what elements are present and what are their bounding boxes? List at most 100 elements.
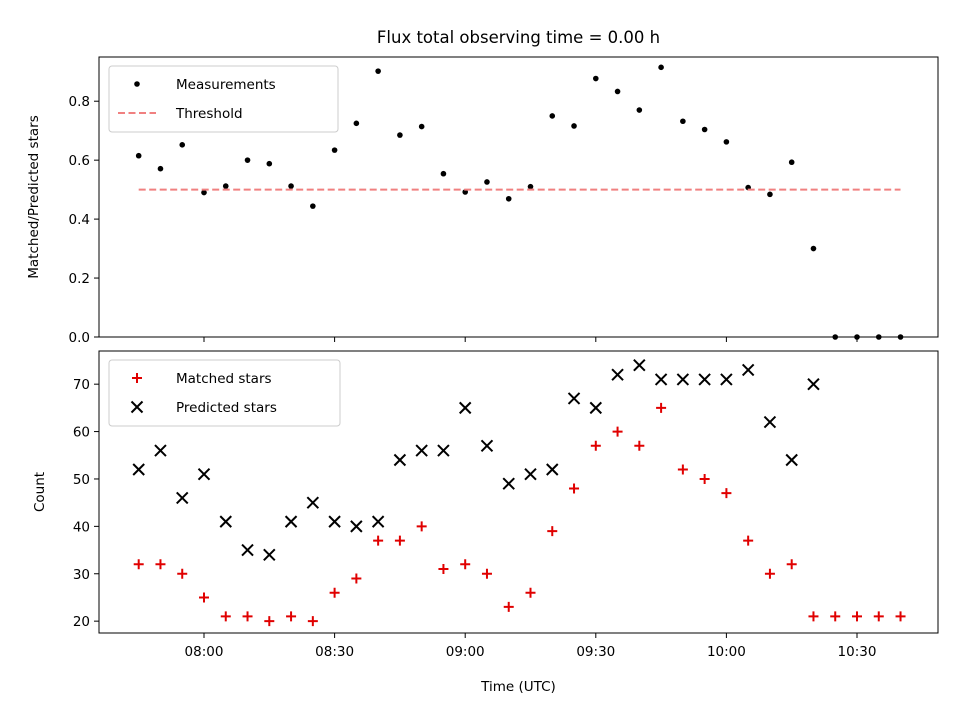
x-axis-label: Time (UTC) xyxy=(480,679,556,695)
y-tick-label: 50 xyxy=(73,472,90,488)
data-point xyxy=(636,107,643,113)
data-point xyxy=(767,191,773,198)
y-tick-label: 30 xyxy=(73,567,90,583)
data-point xyxy=(634,440,645,451)
legend-label: Matched stars xyxy=(176,371,272,387)
data-point xyxy=(350,520,363,533)
chart-panel-1: Flux total observing time = 0.00 h 0.0 0.2… xyxy=(26,28,939,346)
legend-label: Measurements xyxy=(176,77,276,93)
legend-box xyxy=(108,65,339,133)
data-point xyxy=(677,464,688,475)
data-point xyxy=(375,68,381,74)
data-point xyxy=(546,463,559,476)
data-point xyxy=(415,444,428,457)
data-point xyxy=(741,363,755,377)
y-tick-label: 60 xyxy=(73,425,90,441)
data-point xyxy=(264,616,275,627)
data-point xyxy=(611,368,624,381)
data-point xyxy=(612,426,623,437)
data-point xyxy=(438,564,449,575)
data-point xyxy=(219,515,232,528)
y-tick-label: 0.4 xyxy=(69,212,90,228)
data-point xyxy=(353,120,360,127)
data-point xyxy=(590,440,601,451)
y-tick-label: 0.0 xyxy=(69,330,90,346)
data-point xyxy=(547,526,558,537)
data-point xyxy=(676,373,690,386)
data-point xyxy=(549,113,556,119)
data-point xyxy=(524,468,537,481)
data-point xyxy=(371,515,385,528)
data-point xyxy=(373,535,384,546)
data-point xyxy=(701,126,708,133)
data-point xyxy=(176,491,189,505)
data-point xyxy=(505,195,512,202)
data-point xyxy=(527,183,534,190)
data-point xyxy=(830,611,841,622)
data-point xyxy=(807,377,820,391)
data-point xyxy=(266,160,273,167)
data-point xyxy=(458,401,472,415)
data-point xyxy=(244,157,251,163)
data-point xyxy=(331,147,338,153)
data-point xyxy=(571,123,577,129)
data-point xyxy=(440,170,447,177)
series-matched-stars xyxy=(133,402,906,627)
data-point xyxy=(484,179,490,185)
data-point xyxy=(393,453,407,467)
data-point xyxy=(680,118,686,125)
chart-title: Flux total observing time = 0.00 h xyxy=(377,28,660,47)
legend: Matched stars Predicted stars xyxy=(108,359,341,427)
x-tick-label: 09:30 xyxy=(576,644,615,660)
data-point xyxy=(179,142,186,148)
x-tick-label: 08:00 xyxy=(185,644,224,660)
data-point xyxy=(480,439,494,452)
data-point xyxy=(222,183,229,189)
series-measurements xyxy=(135,64,904,340)
data-point xyxy=(788,159,795,166)
data-point xyxy=(416,521,427,532)
data-point xyxy=(614,88,621,95)
data-point xyxy=(135,152,142,159)
data-point xyxy=(502,477,515,490)
data-point xyxy=(394,535,405,546)
data-point xyxy=(437,444,450,457)
plot-frame xyxy=(98,56,939,338)
x-tick-label: 09:00 xyxy=(446,644,485,660)
data-point xyxy=(199,592,209,603)
data-point xyxy=(220,611,231,622)
data-point xyxy=(329,587,340,598)
data-point xyxy=(177,568,188,579)
data-point xyxy=(288,183,294,189)
data-point xyxy=(197,468,211,481)
data-point xyxy=(656,402,667,413)
y-axis-label: Count xyxy=(32,472,48,512)
data-point xyxy=(633,359,646,372)
data-point xyxy=(328,515,341,528)
y-tick-label: 70 xyxy=(73,377,90,393)
legend-box xyxy=(108,359,341,427)
data-point xyxy=(155,559,166,570)
y-tick-label: 40 xyxy=(73,519,90,535)
legend-label: Threshold xyxy=(175,106,243,122)
data-point xyxy=(589,401,603,415)
plot-frame xyxy=(98,350,939,634)
data-point xyxy=(133,559,144,570)
y-axis-label: Matched/Predicted stars xyxy=(26,115,42,278)
data-point xyxy=(808,611,819,622)
data-point xyxy=(699,473,710,484)
data-point xyxy=(720,373,733,386)
data-point xyxy=(810,245,817,252)
legend-marker xyxy=(132,373,142,383)
data-point xyxy=(698,373,711,386)
x-tick-label: 10:00 xyxy=(707,644,746,660)
data-point xyxy=(764,568,775,579)
data-point xyxy=(525,587,536,598)
x-tick-label: 08:30 xyxy=(315,644,354,660)
data-point xyxy=(567,392,581,405)
data-point xyxy=(157,165,164,172)
data-point xyxy=(397,132,403,138)
data-point xyxy=(132,463,145,476)
data-point xyxy=(241,543,254,557)
